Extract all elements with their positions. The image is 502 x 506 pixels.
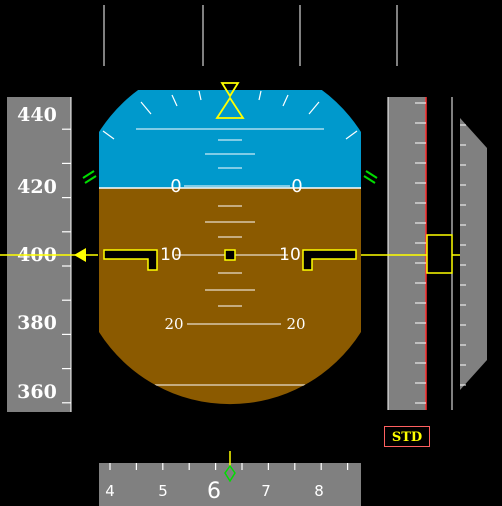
heading-tape: 4 5 6 7 8 bbox=[99, 463, 361, 506]
heading-label-4: 4 bbox=[105, 482, 115, 500]
aircraft-symbol bbox=[103, 249, 357, 271]
right-wing-symbol bbox=[302, 249, 357, 271]
center-dot bbox=[224, 249, 236, 261]
heading-bug-diamond bbox=[224, 464, 236, 483]
pitch-label-0-right: 0 bbox=[291, 176, 302, 197]
heading-label-8: 8 bbox=[314, 482, 324, 500]
pitch-label-10-right: 10 bbox=[279, 245, 301, 265]
pitch-ladder bbox=[136, 128, 324, 386]
pitch-label-10-left: 10 bbox=[160, 245, 182, 265]
speed-label-420: 420 bbox=[17, 176, 57, 198]
altitude-bug bbox=[426, 234, 453, 274]
speed-label-360: 360 bbox=[17, 381, 57, 403]
left-wing-symbol bbox=[103, 249, 158, 271]
heading-label-5: 5 bbox=[158, 482, 168, 500]
speed-label-380: 380 bbox=[17, 312, 57, 334]
top-reference-lines bbox=[103, 5, 398, 66]
attitude-indicator: 0 0 10 10 20 20 bbox=[99, 90, 361, 405]
roll-pointer bbox=[215, 82, 245, 119]
vertical-speed-ticks bbox=[460, 124, 466, 386]
roll-scale bbox=[102, 90, 358, 140]
heading-label-7: 7 bbox=[261, 482, 271, 500]
pitch-label-20-left: 20 bbox=[164, 315, 183, 333]
roll-limit-markers bbox=[82, 170, 378, 184]
altitude-tape bbox=[387, 97, 453, 410]
pitch-label-20-right: 20 bbox=[286, 315, 305, 333]
sky bbox=[99, 90, 361, 188]
pitch-label-0-left: 0 bbox=[170, 176, 181, 197]
baro-setting-std[interactable]: STD bbox=[384, 426, 430, 447]
speed-label-440: 440 bbox=[17, 104, 57, 126]
ground bbox=[99, 188, 361, 405]
speed-pointer bbox=[74, 248, 86, 262]
vertical-speed-scale bbox=[460, 118, 487, 390]
heading-label-6: 6 bbox=[207, 479, 221, 504]
